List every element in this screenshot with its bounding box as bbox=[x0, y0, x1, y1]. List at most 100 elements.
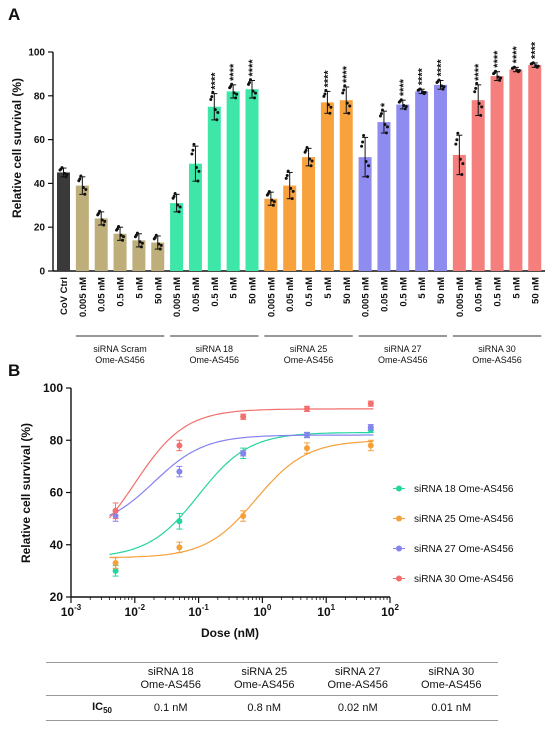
replicate-dot bbox=[138, 240, 142, 244]
replicate-dot bbox=[251, 89, 255, 93]
replicate-dot bbox=[139, 245, 143, 249]
data-point bbox=[367, 400, 374, 407]
replicate-dot bbox=[254, 91, 257, 95]
bar bbox=[264, 198, 278, 271]
category-label: 0.5 nM bbox=[304, 277, 315, 307]
y-tick-label: 20 bbox=[34, 223, 46, 234]
replicate-dot bbox=[473, 90, 477, 94]
data-point bbox=[240, 513, 247, 520]
category-label: 0.5 nM bbox=[210, 277, 221, 307]
replicate-dot bbox=[178, 205, 182, 209]
replicate-dot bbox=[248, 80, 251, 84]
significance-mark: **** bbox=[398, 78, 410, 96]
replicate-dot bbox=[498, 78, 502, 82]
replicate-dot bbox=[454, 142, 458, 146]
x-tick-base: 10 bbox=[317, 605, 331, 619]
bar bbox=[188, 163, 202, 271]
x-tick-exponent: -3 bbox=[74, 603, 82, 612]
replicate-dot bbox=[209, 98, 213, 102]
x-tick-exponent: 2 bbox=[394, 603, 399, 612]
x-tick-exponent: -2 bbox=[138, 603, 146, 612]
replicate-dot bbox=[234, 96, 238, 100]
data-point bbox=[303, 432, 310, 439]
bar bbox=[57, 172, 70, 271]
group-label-line1: siRNA 30 bbox=[478, 344, 516, 354]
replicate-dot bbox=[345, 101, 349, 105]
col-line1: siRNA 27 bbox=[334, 666, 381, 678]
data-point bbox=[240, 413, 247, 420]
replicate-dot bbox=[436, 79, 440, 83]
bar bbox=[396, 104, 410, 271]
bar bbox=[415, 91, 429, 271]
bar bbox=[245, 89, 259, 271]
bar bbox=[339, 100, 353, 272]
ic50-table: siRNA 18 Ome-AS456 siRNA 25 Ome-AS456 siRN… bbox=[46, 662, 498, 722]
replicate-dot bbox=[348, 104, 352, 108]
ic50-value-cell: 0.02 nM bbox=[311, 695, 405, 722]
group-label-line2: Ome-AS456 bbox=[284, 355, 334, 365]
x-tick-label: 10-2 bbox=[125, 603, 146, 619]
significance-mark: **** bbox=[341, 65, 353, 83]
replicate-dot bbox=[157, 242, 161, 246]
col-line1: siRNA 25 bbox=[241, 666, 288, 678]
y-tick-label: 40 bbox=[50, 538, 64, 552]
replicate-dot bbox=[380, 108, 384, 112]
replicate-dot bbox=[63, 171, 66, 175]
category-label: 0.005 nM bbox=[455, 277, 466, 317]
category-label: 0.005 nM bbox=[78, 277, 89, 317]
category-label: 0.05 nM bbox=[474, 277, 485, 312]
x-tick-label: 102 bbox=[381, 603, 399, 619]
legend-label: siRNA 18 Ome-AS456 bbox=[414, 484, 514, 495]
x-tick-base: 10 bbox=[61, 605, 75, 619]
replicate-dot bbox=[103, 219, 107, 223]
replicate-dot bbox=[121, 238, 125, 242]
significance-mark: **** bbox=[511, 45, 523, 63]
replicate-dot bbox=[229, 84, 233, 88]
legend-label: siRNA 30 Ome-AS456 bbox=[414, 574, 514, 585]
replicate-dot bbox=[329, 105, 333, 109]
legend-label: siRNA 27 Ome-AS456 bbox=[414, 544, 514, 555]
x-tick-label: 10-3 bbox=[61, 603, 82, 619]
significance-mark: **** bbox=[417, 67, 429, 85]
replicate-dot bbox=[177, 210, 181, 214]
replicate-dot bbox=[479, 113, 483, 117]
replicate-dot bbox=[384, 131, 388, 135]
replicate-dot bbox=[210, 95, 214, 99]
y-tick-label: 60 bbox=[50, 486, 64, 500]
replicate-dot bbox=[402, 104, 406, 108]
replicate-dot bbox=[323, 92, 327, 96]
data-point bbox=[112, 567, 119, 574]
significance-mark: **** bbox=[492, 50, 504, 68]
ic50-row-label: IC50 bbox=[46, 695, 124, 722]
replicate-dot bbox=[289, 186, 293, 190]
group-label-line1: siRNA 25 bbox=[290, 344, 328, 354]
replicate-dot bbox=[78, 177, 82, 181]
replicate-dot bbox=[421, 90, 425, 94]
replicate-dot bbox=[159, 243, 163, 247]
replicate-dot bbox=[211, 90, 215, 94]
replicate-dot bbox=[65, 172, 69, 176]
legend-label: siRNA 25 Ome-AS456 bbox=[414, 514, 514, 525]
replicate-dot bbox=[326, 103, 330, 107]
col-line2: Ome-AS456 bbox=[420, 679, 482, 691]
replicate-dot bbox=[235, 92, 239, 96]
x-tick-label: 100 bbox=[253, 603, 271, 619]
replicate-dot bbox=[97, 211, 101, 215]
y-tick-label: 60 bbox=[34, 135, 46, 146]
replicate-dot bbox=[534, 64, 538, 68]
data-point bbox=[176, 442, 183, 449]
y-tick-label: 100 bbox=[28, 48, 45, 59]
data-point bbox=[112, 507, 119, 514]
bar bbox=[358, 157, 372, 271]
replicate-dot bbox=[83, 192, 87, 196]
replicate-dot bbox=[536, 64, 540, 68]
category-label: 50 nM bbox=[436, 277, 447, 304]
group-label-line1: siRNA 27 bbox=[384, 344, 422, 354]
bar bbox=[75, 185, 89, 271]
replicate-dot bbox=[140, 241, 144, 245]
bar bbox=[226, 91, 240, 271]
significance-mark: **** bbox=[530, 41, 542, 59]
col-line2: Ome-AS456 bbox=[140, 679, 202, 691]
fit-curve bbox=[109, 434, 374, 516]
